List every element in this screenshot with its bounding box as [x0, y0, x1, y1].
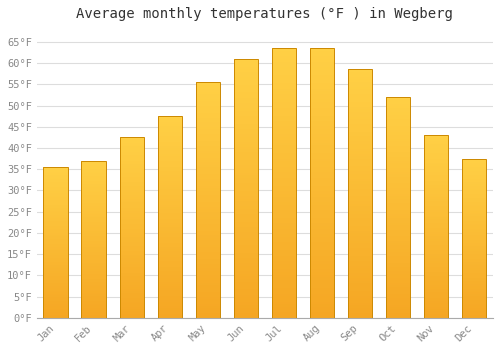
Bar	[424, 135, 448, 318]
Bar	[158, 116, 182, 318]
Bar	[44, 167, 68, 318]
Bar	[348, 69, 372, 318]
Bar	[462, 159, 486, 318]
Title: Average monthly temperatures (°F ) in Wegberg: Average monthly temperatures (°F ) in We…	[76, 7, 454, 21]
Bar	[234, 59, 258, 318]
Bar	[196, 82, 220, 318]
Bar	[272, 48, 296, 318]
Bar	[120, 137, 144, 318]
Bar	[310, 48, 334, 318]
Bar	[386, 97, 410, 318]
Bar	[82, 161, 106, 318]
